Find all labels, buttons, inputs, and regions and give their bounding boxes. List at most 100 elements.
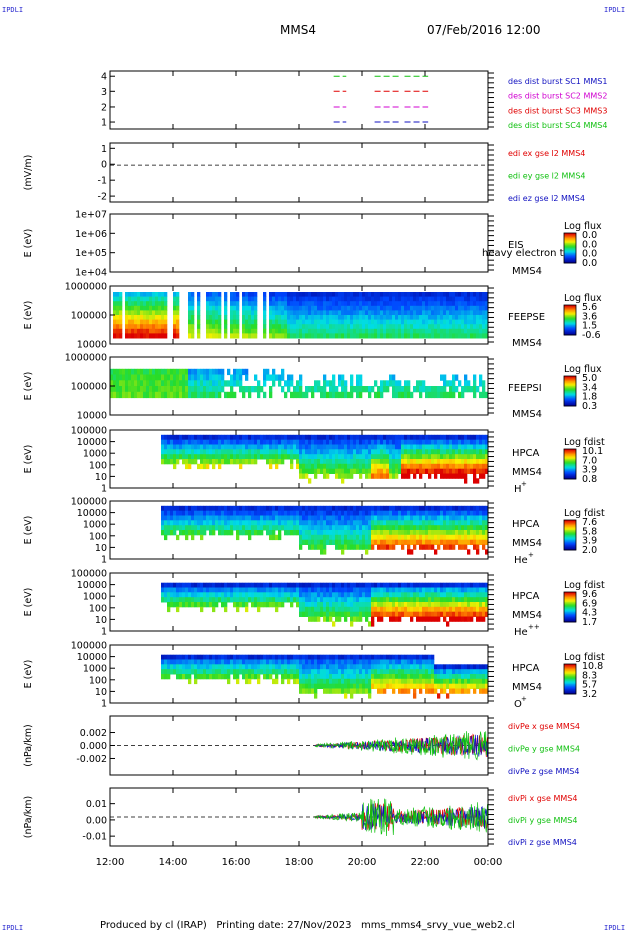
heatmap-cell [335,534,339,541]
heatmap-cell [485,515,489,521]
heatmap-cell [422,315,426,321]
heatmap-cell [248,444,252,450]
colorbar-title: Log fdist [564,508,605,519]
heatmap-cell [134,310,138,316]
heatmap-cell [140,310,144,316]
heatmap-cell [269,463,273,470]
heatmap-cell [209,319,213,325]
heatmap-cell [455,459,459,465]
heatmap-cell [389,654,393,660]
heatmap-cell [365,534,369,541]
heatmap-cell [389,305,393,311]
heatmap-cell [251,530,255,536]
heatmap-cell [218,368,222,376]
heatmap-cell [425,669,429,675]
colorbar-swatch [564,308,576,311]
heatmap-cell [185,674,189,680]
heatmap-cell [470,315,474,321]
heatmap-cell [317,333,321,339]
colorbar-swatch [564,330,576,332]
heatmap-cell [386,664,390,670]
heatmap-cell [152,380,156,387]
heatmap-cell [359,520,363,526]
heatmap-cell [443,296,447,302]
heatmap-cell [338,434,342,441]
heatmap-cell [242,674,246,680]
heatmap-cell [371,444,375,450]
heatmap-cell [365,473,369,479]
heatmap-cell [458,468,462,474]
y-tick-label: -1 [98,176,107,187]
heatmap-cell [449,539,453,545]
heatmap-cell [326,654,330,660]
heatmap-cell [284,520,288,526]
heatmap-cell [338,468,342,474]
heatmap-cell [218,510,222,516]
heatmap-cell [356,305,360,311]
heatmap-cell [281,434,285,441]
heatmap-cell [470,463,474,470]
heatmap-cell [248,654,252,660]
heatmap-cell [407,301,411,307]
heatmap-cell [416,296,420,302]
heatmap-cell [434,449,438,455]
heatmap-cell [371,659,375,665]
heatmap-cell [155,380,159,387]
heatmap-cell [188,391,192,399]
heatmap-cell [218,444,222,450]
heatmap-cell [446,534,450,541]
heatmap-cell [215,380,219,387]
heatmap-cell [206,439,210,445]
heatmap-cell [434,515,438,521]
heatmap-cell [236,380,240,387]
heatmap-cell [326,678,330,685]
colorbar-value: 0.0 [582,258,597,269]
heatmap-cell [410,525,414,531]
heatmap-cell [407,587,411,593]
heatmap-cell [407,463,411,470]
heatmap-cell [446,454,450,460]
heatmap-cell [452,333,456,339]
heatmap-cell [317,292,321,298]
heatmap-cell [173,374,177,381]
heatmap-cell [293,391,297,399]
heatmap-cell [140,380,144,387]
heatmap-cell [158,296,162,302]
heatmap-cell [485,582,489,588]
heatmap-cell [299,654,303,660]
heatmap-cell [461,505,465,512]
heatmap-cell [152,386,156,393]
heatmap-cell [320,534,324,541]
heatmap-cell [425,683,429,689]
heatmap-cell [425,459,429,465]
heatmap-cell [344,463,348,470]
heatmap-cell [341,520,345,526]
heatmap-cell [161,380,165,387]
heatmap-cell [299,310,303,316]
heatmap-cell [197,333,201,339]
heatmap-cell [314,449,318,455]
heatmap-cell [413,597,417,603]
heatmap-cell [287,328,291,334]
heatmap-cell [248,328,252,334]
heatmap-cell [341,525,345,531]
heatmap-cell [257,454,261,460]
heatmap-cell [422,505,426,512]
heatmap-cell [407,380,411,387]
heatmap-cell [470,530,474,536]
heatmap-cell [473,328,477,334]
heatmap-cell [329,664,333,670]
heatmap-cell [404,669,408,675]
heatmap-cell [419,463,423,470]
heatmap-cell [326,434,330,441]
heatmap-cell [299,520,303,526]
heatmap-cell [335,449,339,455]
heatmap-cell [317,520,321,526]
heatmap-cell [305,473,309,479]
heatmap-cell [440,296,444,302]
heatmap-cell [215,305,219,311]
heatmap-cell [161,315,165,321]
heatmap-cell [389,444,393,450]
heatmap-cell [404,606,408,613]
heatmap-cell [323,683,327,689]
